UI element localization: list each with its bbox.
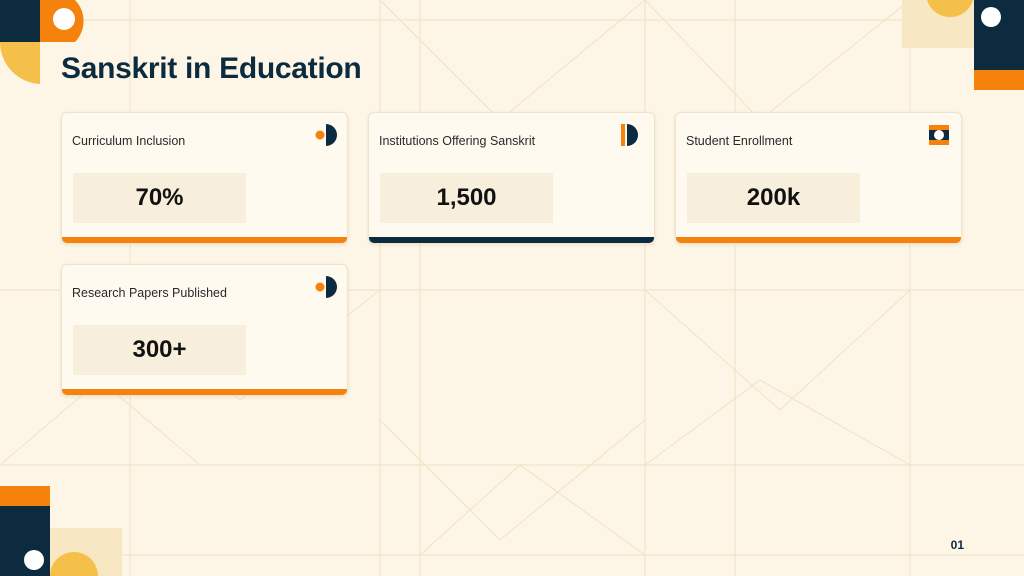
card-accent-bar <box>369 237 654 243</box>
page-title: Sanskrit in Education <box>61 52 362 85</box>
card-label: Research Papers Published <box>72 286 227 300</box>
stat-card-institutions-offering-sanskrit: Institutions Offering Sanskrit 1,500 <box>368 112 655 244</box>
ring-square-icon <box>929 125 949 145</box>
value-box: 200k <box>687 173 860 223</box>
corner-decoration-top-right <box>902 0 1024 90</box>
card-accent-bar <box>62 237 347 243</box>
card-accent-bar <box>62 389 347 395</box>
stat-card-student-enrollment: Student Enrollment 200k <box>675 112 962 244</box>
card-label: Student Enrollment <box>686 134 793 148</box>
corner-decoration-top-left <box>0 0 84 84</box>
half-circle-icon <box>315 124 337 146</box>
stat-card-curriculum-inclusion: Curriculum Inclusion 70% <box>61 112 348 244</box>
card-accent-bar <box>676 237 961 243</box>
value-box: 300+ <box>73 325 246 375</box>
value-box: 1,500 <box>380 173 553 223</box>
corner-decoration-bottom-left <box>0 486 122 576</box>
card-value: 200k <box>746 184 801 211</box>
d-shape-icon <box>621 124 638 146</box>
card-value: 70% <box>135 184 184 211</box>
card-label: Institutions Offering Sanskrit <box>379 134 536 148</box>
stat-card-research-papers-published: Research Papers Published 300+ <box>61 264 348 396</box>
card-value: 1,500 <box>436 184 497 211</box>
half-circle-icon <box>315 276 337 298</box>
page-number: 01 <box>950 538 964 552</box>
card-value: 300+ <box>132 336 187 363</box>
card-label: Curriculum Inclusion <box>72 134 186 148</box>
value-box: 70% <box>73 173 246 223</box>
